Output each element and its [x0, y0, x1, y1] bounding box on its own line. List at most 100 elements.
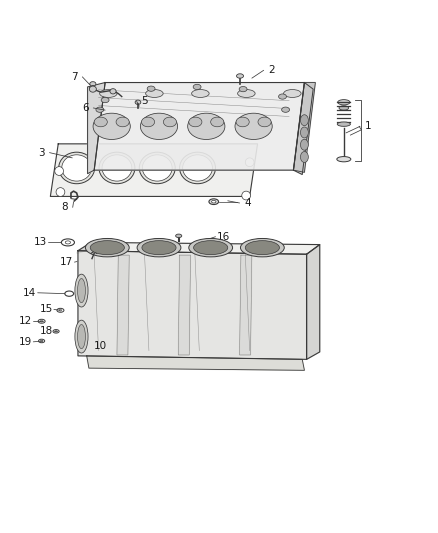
Ellipse shape — [236, 117, 249, 127]
Ellipse shape — [137, 358, 142, 361]
Ellipse shape — [192, 90, 209, 98]
Text: 2: 2 — [268, 65, 275, 75]
Ellipse shape — [180, 152, 215, 184]
Text: 12: 12 — [19, 316, 32, 326]
Ellipse shape — [78, 279, 85, 303]
Ellipse shape — [116, 117, 129, 127]
Ellipse shape — [96, 107, 104, 112]
Text: 17: 17 — [60, 257, 73, 267]
Ellipse shape — [338, 100, 350, 105]
Text: 3: 3 — [38, 148, 45, 158]
Ellipse shape — [284, 90, 301, 98]
Ellipse shape — [211, 117, 224, 127]
Text: 14: 14 — [23, 288, 36, 298]
Text: 5: 5 — [141, 96, 148, 107]
Ellipse shape — [183, 155, 212, 181]
Ellipse shape — [141, 117, 155, 127]
Text: 15: 15 — [39, 304, 53, 314]
Polygon shape — [307, 245, 320, 359]
Ellipse shape — [282, 107, 290, 112]
Polygon shape — [88, 83, 105, 174]
Ellipse shape — [237, 74, 244, 78]
Ellipse shape — [193, 84, 201, 90]
Polygon shape — [94, 83, 304, 170]
Polygon shape — [240, 255, 252, 355]
Ellipse shape — [300, 151, 308, 163]
Text: 9: 9 — [194, 359, 201, 369]
Ellipse shape — [59, 152, 95, 184]
Polygon shape — [78, 251, 307, 359]
Polygon shape — [293, 83, 315, 172]
Ellipse shape — [235, 113, 272, 140]
Ellipse shape — [237, 90, 255, 98]
Ellipse shape — [300, 139, 308, 150]
Ellipse shape — [245, 241, 279, 255]
Text: 19: 19 — [19, 337, 32, 347]
Ellipse shape — [94, 117, 107, 127]
Ellipse shape — [279, 94, 286, 99]
Ellipse shape — [147, 86, 155, 91]
Ellipse shape — [163, 117, 177, 127]
Ellipse shape — [258, 117, 271, 127]
Ellipse shape — [62, 155, 92, 181]
Ellipse shape — [240, 238, 284, 257]
Circle shape — [245, 158, 254, 167]
Ellipse shape — [85, 238, 129, 257]
Polygon shape — [87, 356, 304, 370]
Circle shape — [242, 191, 251, 200]
Polygon shape — [293, 83, 313, 174]
Circle shape — [56, 188, 65, 197]
Ellipse shape — [78, 325, 85, 349]
Ellipse shape — [137, 238, 181, 257]
Ellipse shape — [75, 320, 88, 353]
Ellipse shape — [93, 113, 131, 140]
Ellipse shape — [89, 86, 96, 92]
Ellipse shape — [142, 155, 172, 181]
Ellipse shape — [189, 117, 202, 127]
Ellipse shape — [300, 127, 308, 138]
Ellipse shape — [139, 152, 175, 184]
Ellipse shape — [212, 200, 216, 203]
Ellipse shape — [337, 157, 351, 162]
Ellipse shape — [337, 122, 350, 126]
Ellipse shape — [90, 241, 124, 255]
Ellipse shape — [142, 241, 176, 255]
Ellipse shape — [99, 90, 117, 98]
Text: 11: 11 — [133, 359, 146, 369]
Polygon shape — [78, 243, 320, 254]
Polygon shape — [77, 243, 91, 253]
Ellipse shape — [180, 358, 186, 361]
Text: 6: 6 — [82, 103, 89, 113]
Ellipse shape — [101, 98, 109, 103]
Ellipse shape — [99, 343, 104, 346]
Text: 18: 18 — [39, 326, 53, 336]
Ellipse shape — [187, 113, 225, 140]
Text: 16: 16 — [217, 232, 230, 242]
Text: 8: 8 — [61, 203, 68, 212]
Polygon shape — [50, 144, 258, 197]
Ellipse shape — [102, 155, 132, 181]
Ellipse shape — [110, 88, 116, 94]
Ellipse shape — [300, 115, 308, 126]
Ellipse shape — [176, 234, 182, 238]
Ellipse shape — [145, 358, 151, 361]
Polygon shape — [178, 255, 191, 355]
Circle shape — [55, 167, 64, 175]
Ellipse shape — [140, 113, 178, 140]
Text: 4: 4 — [244, 198, 251, 208]
Ellipse shape — [65, 241, 71, 244]
Text: 7: 7 — [71, 72, 78, 82]
Ellipse shape — [194, 241, 228, 255]
Ellipse shape — [167, 358, 173, 361]
Ellipse shape — [75, 274, 88, 307]
Polygon shape — [117, 255, 129, 355]
Ellipse shape — [209, 199, 219, 205]
Text: 10: 10 — [94, 341, 107, 351]
Ellipse shape — [339, 106, 349, 110]
Ellipse shape — [90, 82, 96, 86]
Ellipse shape — [239, 86, 247, 92]
Ellipse shape — [135, 100, 141, 104]
Ellipse shape — [99, 152, 135, 184]
Text: 1: 1 — [364, 122, 371, 131]
Text: 13: 13 — [34, 237, 47, 247]
